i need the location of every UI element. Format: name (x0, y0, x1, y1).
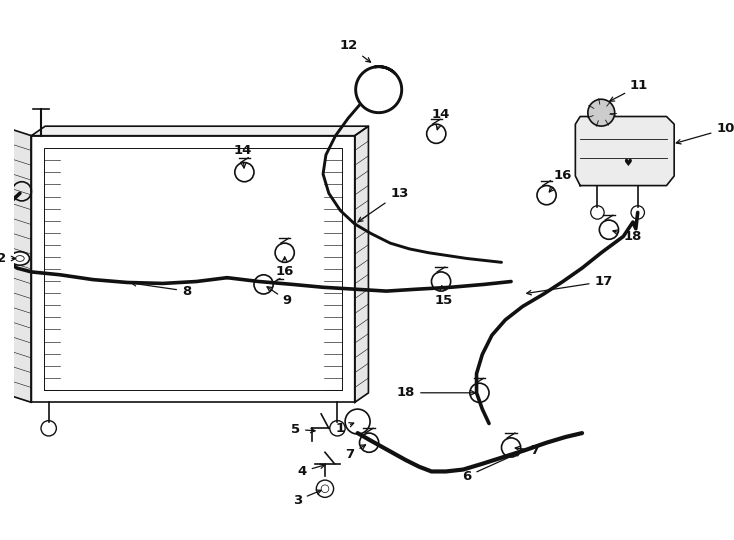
Text: 9: 9 (0, 539, 1, 540)
Text: 10: 10 (676, 123, 734, 144)
Text: 5: 5 (291, 423, 315, 436)
Text: 16: 16 (275, 257, 294, 279)
Text: 9: 9 (267, 287, 292, 307)
Text: 14: 14 (233, 144, 252, 168)
Text: 13: 13 (358, 187, 409, 221)
Text: 18: 18 (397, 386, 475, 399)
Text: 2: 2 (0, 252, 15, 265)
Text: 18: 18 (613, 230, 642, 243)
Text: 16: 16 (549, 170, 572, 192)
Ellipse shape (10, 252, 29, 265)
Polygon shape (32, 136, 355, 402)
Text: 4: 4 (297, 464, 324, 478)
Text: 15: 15 (435, 286, 453, 307)
Text: 6: 6 (462, 452, 520, 483)
Text: 8: 8 (131, 281, 192, 298)
Polygon shape (7, 127, 32, 402)
Text: ♥: ♥ (623, 158, 632, 168)
Polygon shape (575, 117, 674, 186)
Text: 3: 3 (293, 490, 321, 507)
Text: 14: 14 (432, 108, 450, 130)
Text: 1: 1 (336, 422, 354, 435)
Polygon shape (32, 126, 368, 136)
Text: 12: 12 (339, 39, 371, 62)
Text: 7: 7 (515, 444, 539, 457)
Text: 17: 17 (527, 275, 613, 295)
Circle shape (588, 99, 614, 126)
Text: 7: 7 (346, 445, 366, 461)
Polygon shape (355, 126, 368, 402)
Text: 11: 11 (610, 79, 648, 101)
